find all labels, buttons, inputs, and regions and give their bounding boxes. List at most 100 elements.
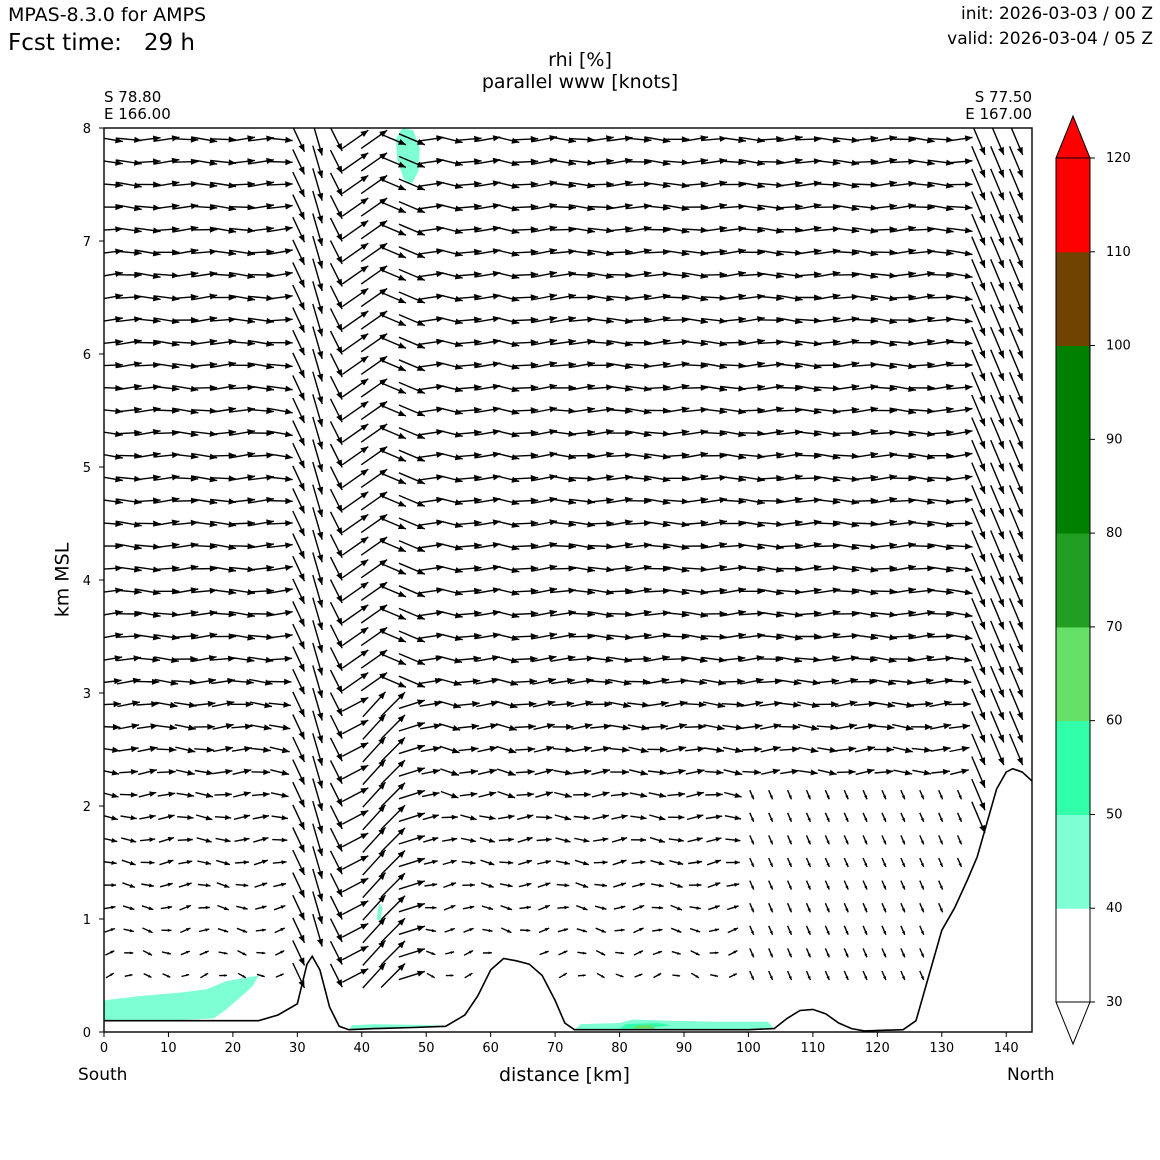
wind-vector bbox=[990, 462, 1005, 495]
wind-vector bbox=[919, 857, 925, 868]
wind-vector bbox=[956, 857, 963, 868]
wind-vector bbox=[440, 790, 459, 799]
wind-vector bbox=[608, 701, 631, 709]
wind-vector bbox=[398, 699, 426, 710]
wind-vector bbox=[1008, 326, 1024, 359]
wind-vector bbox=[460, 837, 477, 843]
wind-vector bbox=[728, 949, 738, 956]
wind-vector bbox=[946, 135, 973, 142]
wind-vector bbox=[684, 723, 706, 730]
wind-vector bbox=[362, 872, 387, 899]
wind-vector bbox=[493, 655, 519, 664]
wind-vector bbox=[153, 203, 180, 210]
init-time: init: 2026-03-03 / 00 Z bbox=[960, 4, 1153, 24]
wind-vector bbox=[558, 950, 568, 956]
wind-vector bbox=[919, 812, 925, 823]
wind-vector bbox=[460, 814, 477, 821]
wind-vector bbox=[649, 836, 666, 843]
wind-vector bbox=[379, 381, 407, 395]
wind-vector bbox=[482, 928, 493, 933]
wind-vector bbox=[532, 700, 556, 708]
wind-vector bbox=[990, 552, 1005, 585]
wind-vector bbox=[172, 293, 199, 301]
wind-vector bbox=[573, 791, 591, 798]
wind-vector bbox=[817, 769, 837, 776]
wind-vector bbox=[650, 883, 664, 888]
wind-vector bbox=[379, 178, 407, 191]
wind-vector bbox=[1008, 733, 1024, 766]
colorbar-tick-label: 30 bbox=[1106, 995, 1123, 1010]
wind-vector bbox=[197, 860, 212, 866]
wind-vector bbox=[256, 951, 266, 955]
wind-vector bbox=[104, 655, 123, 662]
colorbar-segment bbox=[1056, 251, 1090, 347]
wind-vector bbox=[870, 203, 898, 210]
wind-vector bbox=[549, 498, 577, 505]
wind-vector bbox=[140, 860, 155, 865]
wind-vector bbox=[644, 181, 671, 189]
wind-vector bbox=[266, 407, 293, 415]
wind-vector bbox=[512, 407, 539, 414]
colorbar: 30 40 50 60 70 80 90 100 110 120 bbox=[1055, 114, 1131, 1046]
wind-vector bbox=[911, 723, 933, 731]
wind-vector bbox=[946, 384, 973, 391]
wind-vector bbox=[179, 904, 192, 911]
wind-vector bbox=[768, 948, 774, 958]
colorbar-segment bbox=[1056, 626, 1090, 722]
wind-vector bbox=[786, 812, 793, 823]
wind-vector bbox=[124, 951, 134, 955]
wind-vector bbox=[379, 494, 407, 508]
chart-subtitle: parallel www [knots] bbox=[481, 71, 679, 93]
wind-vector bbox=[805, 857, 812, 868]
wind-vector bbox=[175, 746, 196, 754]
wind-vector bbox=[496, 768, 516, 776]
wind-vector bbox=[292, 307, 306, 333]
wind-vector bbox=[398, 925, 426, 936]
wind-vector bbox=[568, 226, 596, 234]
wind-vector bbox=[971, 146, 986, 178]
wind-vector bbox=[329, 873, 343, 898]
wind-vector bbox=[329, 918, 343, 943]
wind-vector bbox=[990, 620, 1005, 653]
wind-vector bbox=[292, 894, 306, 921]
right-point-lon: E 167.00 bbox=[965, 105, 1032, 123]
wind-vector bbox=[776, 180, 803, 187]
wind-vector bbox=[553, 769, 573, 776]
wind-vector bbox=[341, 174, 369, 195]
wind-vector bbox=[455, 158, 482, 165]
wind-vector bbox=[459, 791, 478, 798]
wind-vector bbox=[175, 769, 195, 776]
wind-vector bbox=[950, 768, 969, 776]
wind-vector bbox=[824, 925, 830, 936]
wind-vector bbox=[949, 745, 970, 753]
wind-vector bbox=[312, 778, 324, 812]
wind-vector bbox=[512, 587, 539, 595]
wind-vector bbox=[292, 375, 306, 401]
wind-vector bbox=[971, 326, 986, 359]
wind-vector bbox=[425, 905, 437, 910]
wind-vector bbox=[990, 507, 1005, 540]
wind-vector bbox=[341, 626, 369, 647]
wind-vector bbox=[341, 129, 369, 149]
wind-vector bbox=[971, 598, 986, 630]
wind-vector bbox=[626, 655, 651, 662]
wind-vector bbox=[576, 928, 588, 933]
wind-vector bbox=[587, 497, 614, 504]
wind-vector bbox=[577, 974, 586, 977]
wind-vector bbox=[341, 742, 369, 757]
wind-vector bbox=[971, 643, 986, 675]
wind-vector bbox=[517, 836, 533, 843]
wind-vector bbox=[947, 678, 972, 685]
wind-vector bbox=[749, 789, 755, 800]
wind-vector bbox=[929, 700, 952, 708]
wind-vector bbox=[312, 823, 324, 857]
wind-vector bbox=[341, 581, 369, 601]
wind-vector bbox=[360, 446, 388, 466]
wind-vector bbox=[341, 287, 369, 308]
wind-vector bbox=[341, 877, 369, 893]
wind-vector bbox=[672, 974, 681, 977]
wind-vector bbox=[104, 701, 122, 708]
wind-vector bbox=[273, 882, 287, 888]
wind-vector bbox=[455, 610, 482, 617]
wind-vector bbox=[329, 737, 343, 762]
